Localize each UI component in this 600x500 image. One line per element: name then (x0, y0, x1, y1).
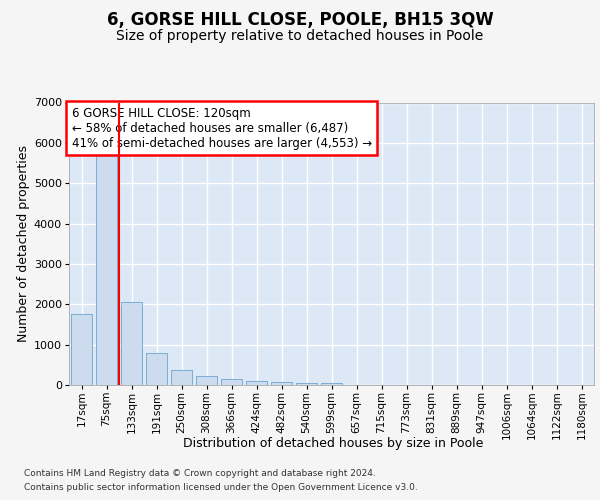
Bar (71, 314, 92, 385)
Bar (171, 370, 192, 385)
Text: 6, GORSE HILL CLOSE, POOLE, BH15 3QW: 6, GORSE HILL CLOSE, POOLE, BH15 3QW (107, 11, 493, 29)
Text: Distribution of detached houses by size in Poole: Distribution of detached houses by size … (183, 438, 483, 450)
Text: Size of property relative to detached houses in Poole: Size of property relative to detached ho… (116, 29, 484, 43)
Bar (121, 302, 142, 385)
Bar (296, 383, 317, 385)
Bar (146, 352, 167, 385)
Bar (221, 379, 242, 385)
Bar (271, 382, 292, 385)
Y-axis label: Number of detached properties: Number of detached properties (17, 145, 30, 342)
Text: Contains HM Land Registry data © Crown copyright and database right 2024.: Contains HM Land Registry data © Crown c… (24, 470, 376, 478)
Text: Contains public sector information licensed under the Open Government Licence v3: Contains public sector information licen… (24, 484, 418, 492)
Text: 6 GORSE HILL CLOSE: 120sqm
← 58% of detached houses are smaller (6,487)
41% of s: 6 GORSE HILL CLOSE: 120sqm ← 58% of deta… (71, 106, 372, 150)
Bar (196, 376, 217, 385)
Bar (96, 151, 117, 385)
Bar (321, 383, 342, 385)
Bar (246, 381, 267, 385)
